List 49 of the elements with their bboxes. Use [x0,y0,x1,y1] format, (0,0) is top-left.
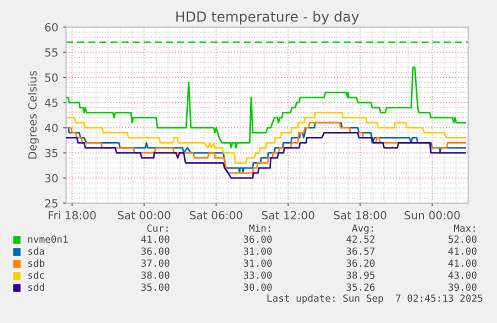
line-series [66,132,466,179]
text: 31.00 [244,259,272,267]
legend-label: sda [28,247,44,255]
x-tick-label: Fri 18:00 [48,210,96,220]
text: Max: [454,224,475,232]
text: 33.00 [244,271,272,279]
text: 36.57 [346,247,375,255]
x-tick-label: Sat 12:00 [262,211,314,220]
text: Avg: [352,224,373,234]
y-tick-label: 45 [44,98,58,107]
text: 35.26 [346,283,375,291]
y-axis-title: Degrees Celsius [28,71,39,159]
y-tick-label: 60 [45,23,58,32]
y-tick-label: 50 [45,73,58,82]
text: 38.95 [346,271,374,279]
line-series [66,112,466,164]
text: 41.00 [448,259,476,267]
text: 31.00 [244,247,272,255]
y-tick-label: 30 [45,174,58,182]
text: Last update: Sun Sep 7 02:45:13 2025 [268,294,482,304]
legend-label: sdd [28,283,44,291]
y-tick-label: 25 [45,199,58,208]
text: 37.00 [141,259,170,267]
text: 41.00 [448,247,476,255]
text: 42.52 [346,235,374,243]
y-tick-label: 40 [44,124,58,132]
text: 38.00 [141,271,170,279]
text: 36.20 [346,259,375,267]
x-tick-label: Sat 18:00 [334,211,386,220]
text: 30.00 [244,283,272,291]
legend-label: nvme0n1 [28,235,68,243]
text: 36.00 [244,235,272,243]
text: 35.00 [141,283,170,291]
x-tick-label: Sun 00:00 [404,211,460,220]
text: Cur: [147,224,168,232]
text: 39.00 [448,283,476,291]
text: 43.00 [448,271,476,279]
text: 52.00 [448,235,476,243]
text: Min: [249,224,270,232]
line-series [66,66,466,149]
y-tick-label: 55 [45,48,58,57]
x-tick-label: Sat 00:00 [118,211,170,220]
text: 41.00 [141,235,170,243]
legend-label: sdc [28,271,44,279]
text: 36.00 [141,247,170,255]
y-tick-label: 35 [45,148,58,158]
chart-title: HDD temperature - by day [176,11,359,24]
x-tick-label: Sat 06:00 [190,211,242,220]
legend-label: sdb [28,259,44,267]
